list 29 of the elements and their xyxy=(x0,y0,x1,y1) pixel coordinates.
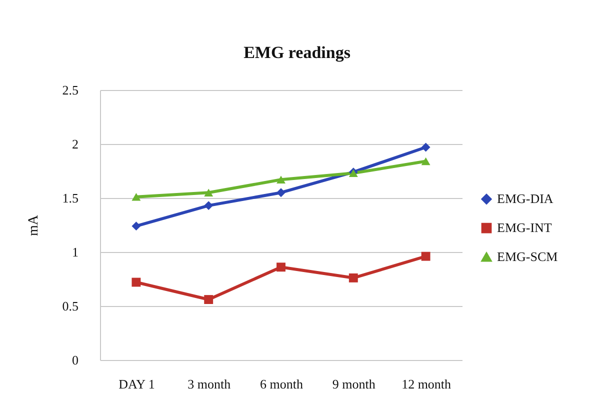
y-tick-label: 0.5 xyxy=(62,298,78,314)
point xyxy=(204,188,214,196)
point xyxy=(421,157,430,166)
x-tick-label: DAY 1 xyxy=(118,376,155,392)
chart-title: EMG readings xyxy=(244,43,351,62)
y-axis-title: mA xyxy=(26,214,42,236)
y-tick-label: 0 xyxy=(72,352,78,368)
x-tick-label: 6 month xyxy=(260,376,304,392)
point xyxy=(204,295,214,304)
y-tick-label: 1 xyxy=(72,244,78,260)
point xyxy=(421,142,430,152)
x-tick-label: 9 month xyxy=(332,376,376,392)
legend-label: EMG-SCM xyxy=(497,249,558,264)
point xyxy=(132,278,141,287)
point xyxy=(132,193,141,201)
point xyxy=(276,176,286,184)
y-tick-label: 2 xyxy=(72,136,78,152)
point xyxy=(204,201,214,210)
point xyxy=(421,252,430,261)
y-tick-label: 2.5 xyxy=(62,82,78,98)
x-tick-label: 3 month xyxy=(188,376,232,392)
point xyxy=(348,273,358,282)
point xyxy=(276,262,286,272)
legend-label: EMG-DIA xyxy=(497,191,554,206)
legend-label: EMG-INT xyxy=(497,220,552,236)
point xyxy=(132,222,141,231)
y-tick-label: 1.5 xyxy=(62,190,78,206)
point xyxy=(276,188,286,198)
x-tick-label: 12 month xyxy=(402,376,452,392)
